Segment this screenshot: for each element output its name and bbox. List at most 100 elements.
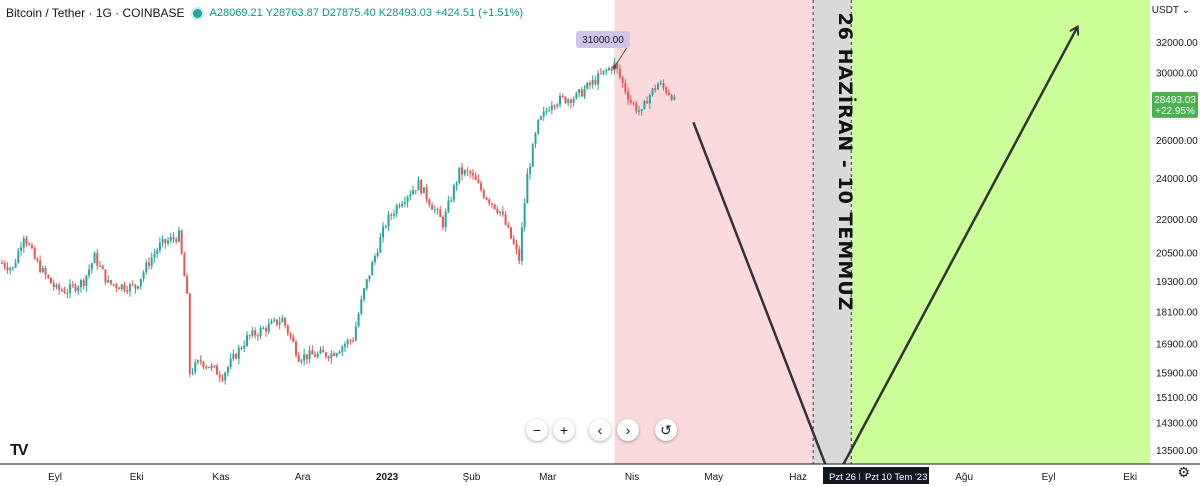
candle-body (610, 68, 613, 71)
candle-body (651, 88, 654, 95)
candle (330, 350, 333, 364)
candle (256, 333, 259, 341)
zoom-in-button[interactable]: + (553, 419, 575, 441)
candle (319, 346, 322, 355)
candle-body (373, 255, 376, 263)
candle-body (6, 267, 9, 271)
candle (207, 366, 210, 369)
candle (466, 167, 469, 177)
gear-icon[interactable]: ⚙ (1177, 464, 1190, 480)
scroll-left-button[interactable]: ‹ (589, 419, 611, 441)
candle (463, 169, 466, 177)
candle (273, 317, 276, 323)
candle (210, 362, 213, 372)
candle (248, 334, 251, 340)
candle-body (439, 209, 442, 218)
candle (58, 282, 61, 295)
candle-body (637, 110, 640, 112)
candle-body (112, 283, 115, 285)
candle (428, 198, 431, 208)
candle-body (673, 96, 676, 100)
time-axis[interactable]: Eyl Eki Kas Ara 2023 Şub Mar Nis May Haz Ağu Eyl Eki… (0, 463, 1200, 486)
candle-body (376, 252, 379, 256)
candle (237, 344, 240, 365)
candle-body (588, 82, 591, 85)
price-axis[interactable]: 32000.0030000.0028000.0026000.0024000.00… (1149, 0, 1200, 482)
candle-body (455, 182, 458, 186)
candle-body (25, 238, 28, 244)
candle (167, 236, 170, 246)
candle-body (210, 365, 213, 369)
reset-chart-button[interactable]: ↺ (655, 419, 677, 441)
candle (403, 196, 406, 208)
candle-body (412, 190, 415, 195)
candle (439, 205, 442, 218)
zoom-out-button[interactable]: − (526, 419, 548, 441)
tradingview-logo[interactable]: TV (10, 442, 29, 459)
candle-body (158, 242, 161, 251)
candle (213, 364, 216, 369)
candle (199, 355, 202, 365)
price-tick-label: 26000.00 (1156, 136, 1198, 147)
candle-body (515, 243, 518, 250)
candle (559, 92, 562, 108)
candle (422, 187, 425, 194)
candle-body (667, 92, 670, 95)
candle (382, 221, 385, 243)
candle (265, 326, 268, 337)
candle-body (153, 254, 156, 258)
candle-body (338, 351, 341, 354)
candle-body (216, 365, 219, 375)
candle (300, 358, 303, 365)
candle-body (433, 209, 436, 211)
time-tick-label: Mar (539, 472, 557, 483)
candle-body (395, 205, 398, 214)
candle-body (534, 133, 537, 145)
candle (254, 327, 257, 339)
candle-body (482, 190, 485, 198)
annotations: 31000.00 26 HAZİRAN - 10 TEMMUZ (576, 13, 1077, 475)
candle-body (145, 262, 148, 273)
candle (126, 285, 129, 295)
candle-body (436, 209, 439, 211)
candle (55, 283, 58, 290)
currency-selector[interactable]: USDT ⌄ (1152, 5, 1190, 16)
candle (79, 278, 82, 293)
time-tick-label: Haz (789, 472, 807, 483)
candle (654, 84, 657, 93)
chevron-left-icon: ‹ (597, 422, 603, 438)
candle-body (599, 73, 602, 75)
candle (47, 274, 50, 280)
candle (6, 262, 9, 274)
candle-body (578, 89, 581, 93)
candle (627, 87, 630, 106)
symbol-title[interactable]: Bitcoin / Tether · 1G · COINBASE (6, 6, 185, 20)
candle-body (594, 79, 597, 85)
candle (523, 198, 526, 232)
candle-body (382, 226, 385, 238)
candle (610, 66, 613, 75)
candle (583, 85, 586, 99)
candle-body (583, 88, 586, 97)
scroll-right-button[interactable]: › (617, 419, 639, 441)
time-axis-bg (0, 464, 1200, 486)
candle (471, 168, 474, 180)
candle (518, 245, 521, 265)
candle (39, 255, 42, 274)
candle (597, 69, 600, 90)
price-tick-label: 18100.00 (1156, 307, 1198, 318)
time-range-start: Pzt 26 Haz '23 (829, 472, 891, 483)
candle (175, 236, 178, 245)
price-label-text: 31000.00 (582, 35, 624, 46)
candle (112, 283, 115, 287)
candle-body (150, 257, 153, 266)
candle (545, 107, 548, 116)
candle (515, 239, 518, 255)
candle (275, 319, 278, 327)
candle (235, 352, 238, 360)
candle (183, 251, 186, 277)
candle (186, 273, 189, 294)
candle-body (128, 284, 131, 292)
candle-body (305, 354, 308, 360)
